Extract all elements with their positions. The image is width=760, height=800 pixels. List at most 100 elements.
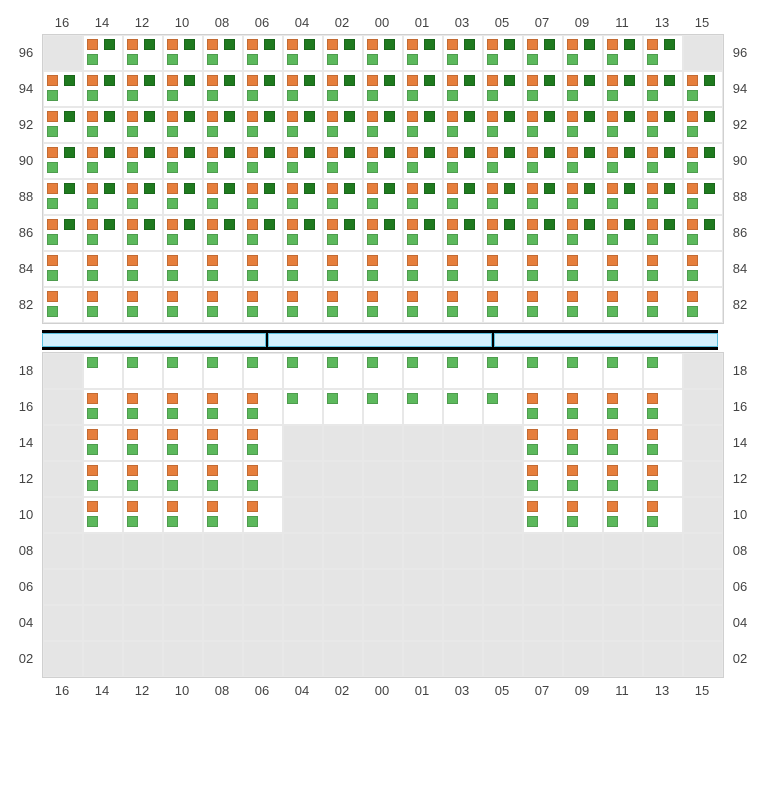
rack-cell[interactable]	[203, 215, 243, 251]
rack-cell[interactable]	[363, 287, 403, 323]
rack-cell[interactable]	[643, 35, 683, 71]
rack-cell[interactable]	[203, 497, 243, 533]
rack-cell[interactable]	[123, 179, 163, 215]
rack-cell[interactable]	[363, 71, 403, 107]
rack-cell[interactable]	[603, 353, 643, 389]
rack-cell[interactable]	[643, 287, 683, 323]
rack-cell[interactable]	[243, 353, 283, 389]
rack-cell[interactable]	[203, 251, 243, 287]
rack-cell[interactable]	[683, 71, 723, 107]
rack-cell[interactable]	[683, 251, 723, 287]
rack-cell[interactable]	[283, 353, 323, 389]
rack-cell[interactable]	[43, 215, 83, 251]
rack-cell[interactable]	[403, 389, 443, 425]
rack-cell[interactable]	[43, 179, 83, 215]
rack-cell[interactable]	[563, 389, 603, 425]
rack-cell[interactable]	[683, 179, 723, 215]
rack-cell[interactable]	[643, 461, 683, 497]
rack-cell[interactable]	[563, 251, 603, 287]
rack-cell[interactable]	[203, 179, 243, 215]
rack-cell[interactable]	[483, 143, 523, 179]
rack-cell[interactable]	[163, 497, 203, 533]
rack-cell[interactable]	[323, 353, 363, 389]
rack-cell[interactable]	[203, 287, 243, 323]
rack-cell[interactable]	[43, 251, 83, 287]
rack-cell[interactable]	[123, 35, 163, 71]
rack-cell[interactable]	[443, 389, 483, 425]
rack-cell[interactable]	[603, 71, 643, 107]
rack-cell[interactable]	[403, 143, 443, 179]
rack-cell[interactable]	[243, 71, 283, 107]
rack-cell[interactable]	[243, 461, 283, 497]
rack-cell[interactable]	[243, 143, 283, 179]
rack-cell[interactable]	[643, 497, 683, 533]
rack-cell[interactable]	[443, 35, 483, 71]
rack-cell[interactable]	[603, 35, 643, 71]
rack-cell[interactable]	[443, 143, 483, 179]
rack-cell[interactable]	[523, 107, 563, 143]
rack-cell[interactable]	[163, 425, 203, 461]
rack-cell[interactable]	[643, 107, 683, 143]
rack-cell[interactable]	[83, 461, 123, 497]
rack-cell[interactable]	[403, 353, 443, 389]
rack-cell[interactable]	[123, 143, 163, 179]
rack-cell[interactable]	[363, 35, 403, 71]
rack-cell[interactable]	[563, 215, 603, 251]
rack-cell[interactable]	[363, 107, 403, 143]
rack-cell[interactable]	[443, 287, 483, 323]
rack-cell[interactable]	[363, 251, 403, 287]
rack-cell[interactable]	[483, 287, 523, 323]
rack-cell[interactable]	[43, 287, 83, 323]
rack-cell[interactable]	[83, 71, 123, 107]
rack-cell[interactable]	[483, 215, 523, 251]
rack-cell[interactable]	[523, 35, 563, 71]
rack-cell[interactable]	[443, 215, 483, 251]
rack-cell[interactable]	[523, 353, 563, 389]
rack-cell[interactable]	[163, 71, 203, 107]
rack-cell[interactable]	[523, 389, 563, 425]
rack-cell[interactable]	[483, 107, 523, 143]
rack-cell[interactable]	[483, 389, 523, 425]
rack-cell[interactable]	[643, 71, 683, 107]
rack-cell[interactable]	[243, 389, 283, 425]
rack-cell[interactable]	[123, 461, 163, 497]
rack-cell[interactable]	[243, 179, 283, 215]
rack-cell[interactable]	[163, 389, 203, 425]
rack-cell[interactable]	[403, 71, 443, 107]
rack-cell[interactable]	[203, 461, 243, 497]
rack-cell[interactable]	[523, 425, 563, 461]
rack-cell[interactable]	[603, 215, 643, 251]
rack-cell[interactable]	[403, 287, 443, 323]
rack-cell[interactable]	[523, 497, 563, 533]
rack-cell[interactable]	[603, 107, 643, 143]
rack-cell[interactable]	[83, 179, 123, 215]
rack-cell[interactable]	[163, 179, 203, 215]
rack-cell[interactable]	[603, 389, 643, 425]
rack-cell[interactable]	[283, 179, 323, 215]
rack-cell[interactable]	[483, 179, 523, 215]
rack-cell[interactable]	[123, 353, 163, 389]
rack-cell[interactable]	[683, 143, 723, 179]
rack-cell[interactable]	[123, 215, 163, 251]
rack-cell[interactable]	[83, 497, 123, 533]
rack-cell[interactable]	[523, 215, 563, 251]
rack-cell[interactable]	[443, 353, 483, 389]
rack-cell[interactable]	[363, 215, 403, 251]
rack-cell[interactable]	[323, 287, 363, 323]
rack-cell[interactable]	[163, 251, 203, 287]
rack-cell[interactable]	[43, 71, 83, 107]
rack-cell[interactable]	[603, 497, 643, 533]
rack-cell[interactable]	[243, 35, 283, 71]
rack-cell[interactable]	[523, 287, 563, 323]
rack-cell[interactable]	[123, 107, 163, 143]
rack-cell[interactable]	[683, 287, 723, 323]
rack-cell[interactable]	[43, 143, 83, 179]
rack-cell[interactable]	[203, 143, 243, 179]
rack-cell[interactable]	[523, 143, 563, 179]
rack-cell[interactable]	[123, 497, 163, 533]
rack-cell[interactable]	[123, 287, 163, 323]
rack-cell[interactable]	[123, 425, 163, 461]
rack-cell[interactable]	[403, 215, 443, 251]
rack-cell[interactable]	[403, 251, 443, 287]
rack-cell[interactable]	[363, 179, 403, 215]
